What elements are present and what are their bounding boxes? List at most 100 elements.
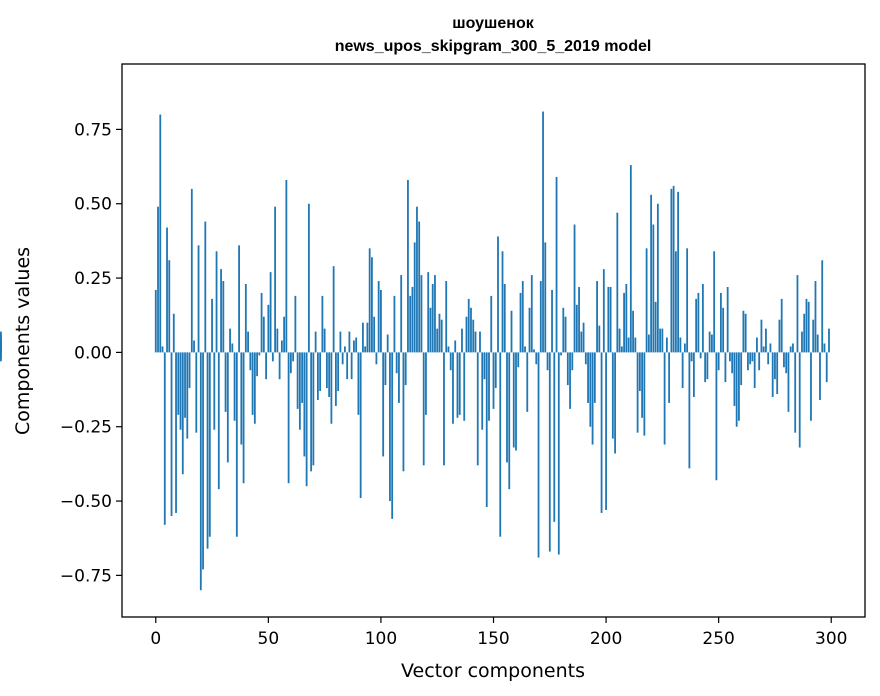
bar bbox=[756, 337, 758, 353]
bar bbox=[720, 292, 722, 353]
bar bbox=[449, 352, 452, 371]
bar bbox=[686, 248, 689, 353]
y-tick-label: −0.50 bbox=[60, 492, 112, 512]
bar bbox=[738, 352, 740, 421]
bar bbox=[760, 319, 763, 353]
bar bbox=[733, 352, 736, 406]
bar bbox=[569, 352, 571, 409]
bar bbox=[256, 352, 258, 377]
bar bbox=[220, 269, 222, 353]
bar bbox=[292, 352, 295, 362]
bar bbox=[427, 272, 430, 353]
bar bbox=[814, 281, 817, 353]
bar bbox=[575, 304, 578, 353]
bar bbox=[593, 352, 596, 403]
bar bbox=[634, 337, 637, 353]
bar bbox=[765, 328, 767, 353]
bar bbox=[161, 346, 164, 353]
bar bbox=[560, 352, 562, 356]
bar bbox=[566, 352, 569, 386]
bar bbox=[530, 275, 533, 353]
bar bbox=[298, 352, 301, 430]
bar bbox=[681, 352, 684, 389]
bar bbox=[708, 331, 711, 353]
bar bbox=[359, 352, 362, 499]
bar bbox=[294, 295, 297, 353]
bar bbox=[501, 251, 504, 353]
bar bbox=[578, 286, 580, 353]
bar bbox=[321, 295, 324, 353]
x-axis-ticks: 0 50 100 150 200 250 300 bbox=[150, 617, 847, 649]
bar bbox=[204, 221, 207, 353]
bar bbox=[348, 331, 351, 353]
bar bbox=[533, 349, 535, 353]
bar bbox=[386, 334, 389, 353]
y-tick-label: 0.75 bbox=[74, 120, 112, 140]
bar bbox=[438, 313, 441, 353]
bar bbox=[735, 352, 738, 427]
bar bbox=[190, 188, 193, 353]
bar bbox=[206, 352, 209, 549]
bar bbox=[659, 328, 662, 353]
bar bbox=[506, 352, 508, 463]
bar bbox=[778, 319, 781, 353]
y-tick-label: −0.25 bbox=[60, 418, 112, 438]
bar bbox=[346, 352, 349, 380]
x-tick-label: 50 bbox=[258, 629, 280, 649]
bar bbox=[213, 352, 216, 430]
bar bbox=[557, 352, 560, 555]
bar bbox=[508, 352, 511, 490]
bar bbox=[229, 328, 231, 353]
bar bbox=[517, 352, 520, 368]
bar bbox=[767, 352, 770, 365]
bar bbox=[711, 334, 713, 353]
bar bbox=[422, 352, 425, 466]
bar bbox=[724, 352, 727, 383]
bar bbox=[654, 301, 657, 353]
bar bbox=[828, 328, 830, 353]
bar bbox=[632, 310, 634, 353]
bar bbox=[296, 352, 299, 409]
bar bbox=[467, 298, 470, 353]
bar bbox=[636, 352, 639, 433]
bar bbox=[411, 286, 414, 353]
bar bbox=[323, 328, 326, 353]
bar bbox=[722, 307, 725, 353]
bar bbox=[215, 251, 218, 353]
bar bbox=[199, 352, 202, 591]
bar bbox=[598, 325, 601, 353]
bar bbox=[494, 352, 497, 389]
bar bbox=[823, 343, 826, 353]
bar bbox=[366, 322, 369, 353]
bar bbox=[418, 221, 421, 353]
bar bbox=[431, 284, 434, 353]
bar bbox=[265, 352, 267, 380]
bar bbox=[184, 352, 186, 418]
bar bbox=[774, 352, 776, 380]
bar bbox=[789, 346, 792, 353]
bar bbox=[769, 343, 772, 353]
bar bbox=[269, 272, 272, 353]
bar bbox=[512, 352, 515, 448]
bar bbox=[571, 352, 574, 371]
bar bbox=[807, 301, 810, 353]
bar bbox=[222, 281, 225, 353]
bar bbox=[821, 260, 824, 353]
bar bbox=[316, 352, 319, 400]
bar bbox=[726, 286, 729, 353]
bar bbox=[285, 179, 288, 353]
bar bbox=[589, 352, 592, 427]
bar bbox=[819, 352, 821, 400]
bar bbox=[805, 298, 808, 353]
bar bbox=[384, 352, 387, 386]
bar bbox=[524, 346, 526, 353]
chart-title: шоушенок bbox=[452, 15, 534, 32]
bar bbox=[157, 206, 159, 353]
bar bbox=[485, 352, 488, 507]
bar bbox=[217, 352, 220, 490]
bar bbox=[253, 352, 256, 424]
bar bbox=[479, 331, 481, 353]
bar bbox=[364, 346, 367, 353]
bar bbox=[179, 352, 182, 430]
bar bbox=[510, 310, 513, 353]
